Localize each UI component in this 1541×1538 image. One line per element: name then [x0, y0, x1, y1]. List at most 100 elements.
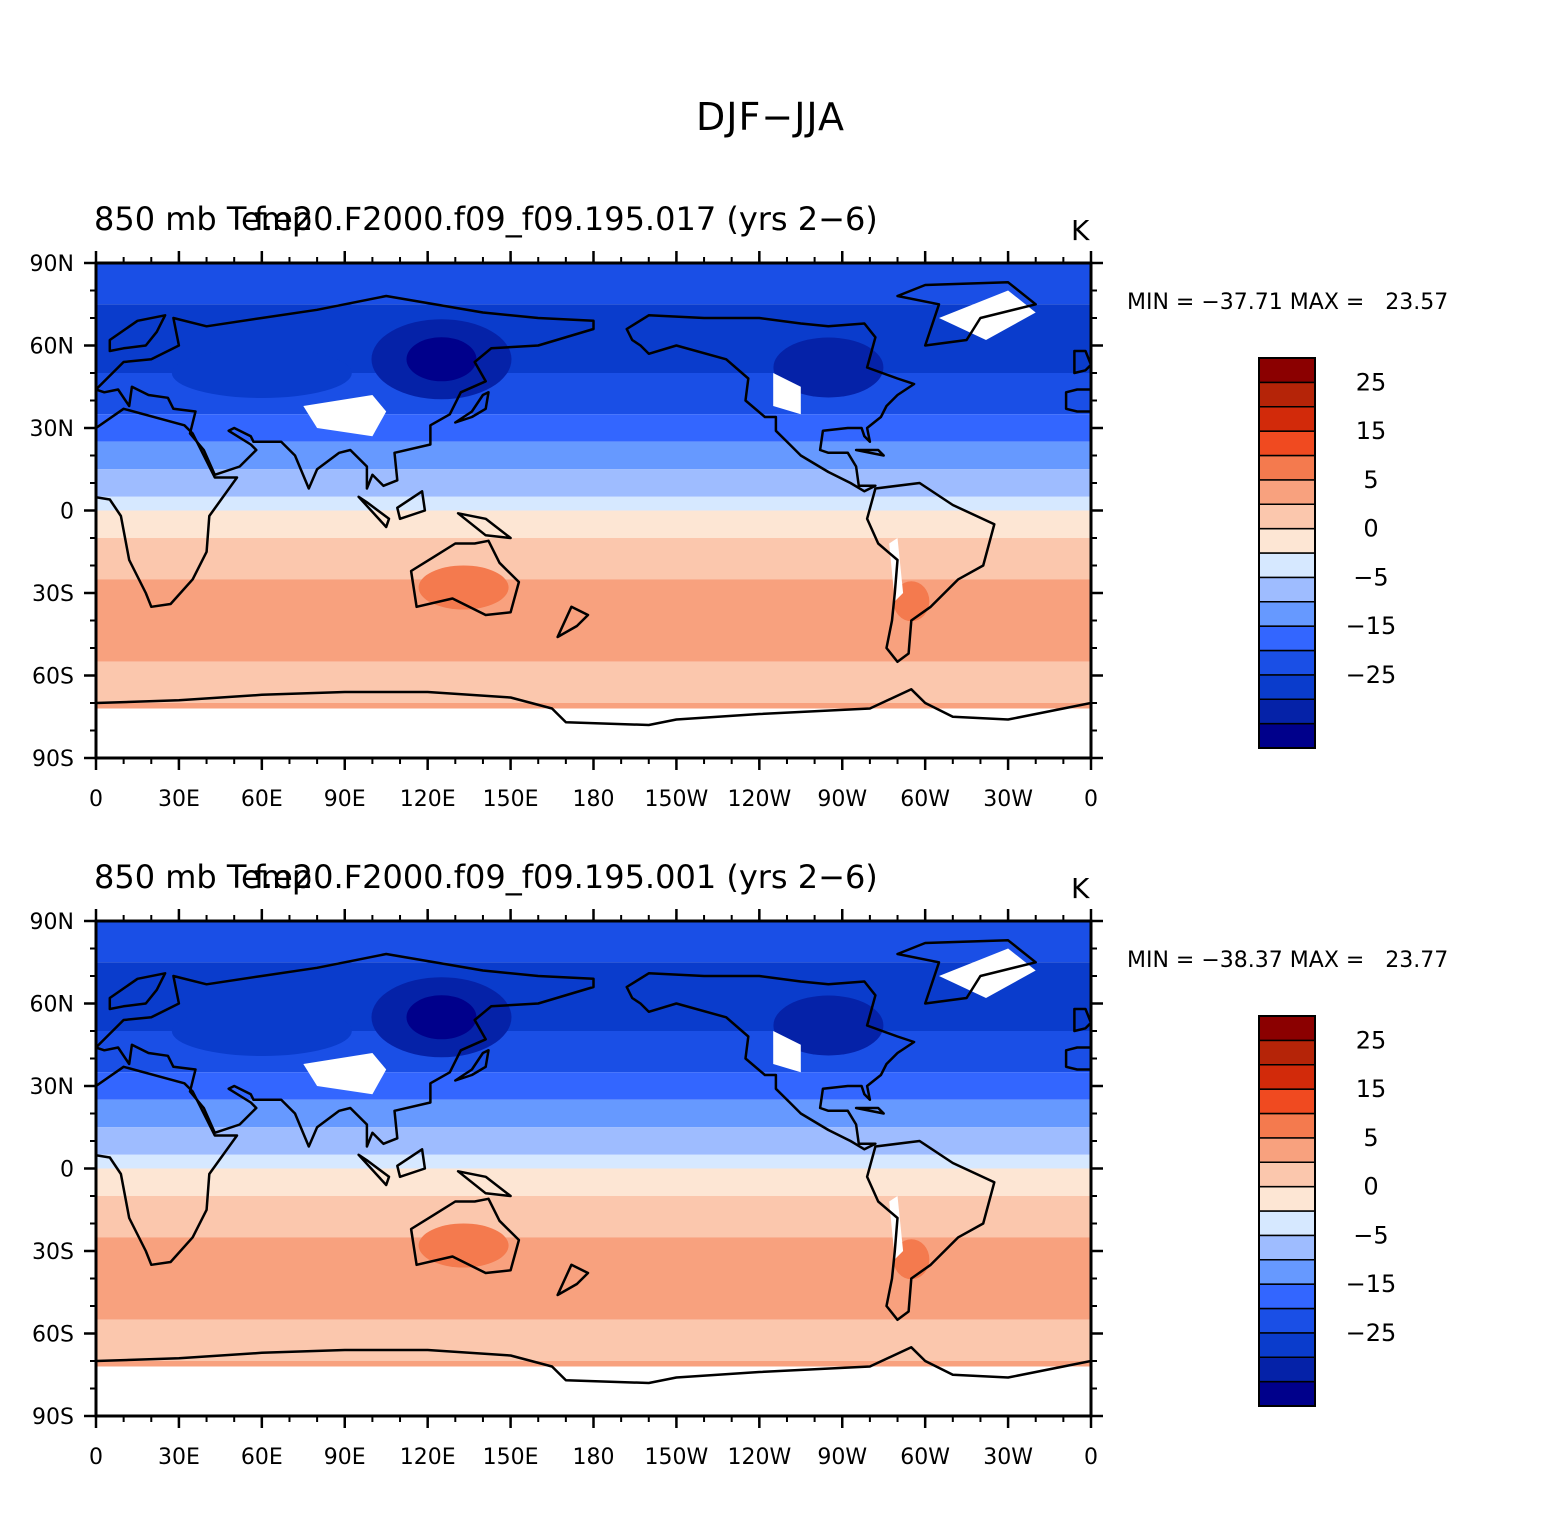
colorbar-label: −5: [1353, 563, 1388, 591]
lat-tick-label: 90S: [32, 1405, 74, 1430]
colorbar-swatch: [1258, 1088, 1316, 1115]
lon-tick-label: 120E: [400, 787, 456, 812]
coastline: [625, 972, 916, 1151]
lon-tick-label: 60E: [241, 1445, 283, 1470]
anomaly-band: [96, 414, 1091, 442]
colorbar-swatch: [1258, 527, 1316, 554]
unit-label: K: [1071, 872, 1090, 905]
lon-tick-label: 90E: [324, 1445, 366, 1470]
coastline: [865, 1139, 996, 1322]
anomaly-band: [96, 441, 1091, 470]
lat-tick-label: 60S: [32, 1323, 74, 1348]
coastline: [1064, 1046, 1091, 1071]
coastline: [896, 281, 1037, 347]
lon-tick-label: 90W: [817, 787, 867, 812]
colorbar-swatch: [1258, 552, 1316, 579]
anomaly-band: [96, 469, 1091, 497]
unit-label: K: [1071, 214, 1090, 247]
colorbar-swatch: [1258, 1283, 1316, 1310]
anomaly-band: [96, 496, 1091, 511]
lat-tick-label: 60S: [32, 665, 74, 690]
colorbar-label: −25: [1346, 1319, 1397, 1347]
lat-tick-label: 90N: [30, 252, 74, 277]
colorbar-swatch: [1258, 1015, 1316, 1042]
coastline: [96, 294, 595, 490]
coastline: [896, 939, 1037, 1005]
coastline: [454, 1049, 490, 1082]
min-max-readout: MIN = −38.37 MAX = 23.77: [1127, 948, 1448, 973]
coastline: [556, 1263, 590, 1297]
colorbar-label: 5: [1363, 466, 1378, 494]
lon-tick-label: 0: [1084, 787, 1098, 812]
colorbar-label: 0: [1363, 515, 1378, 543]
anomaly-band: [96, 921, 1091, 963]
anomaly-band: [96, 1168, 1091, 1196]
lat-tick-label: 30S: [32, 582, 74, 607]
map-plot: 90N 60N 30N 0 30S 60S 90S 0 30E 60E 90E 120E 150E 180…: [30, 909, 1397, 1470]
coastline: [357, 1153, 391, 1187]
colorbar-label: −25: [1346, 661, 1397, 689]
colorbar-label: −5: [1353, 1221, 1388, 1249]
coastline: [396, 1148, 427, 1179]
colorbar-label: 25: [1356, 1026, 1387, 1054]
anomaly-band: [96, 1319, 1091, 1361]
colorbar-swatch: [1258, 625, 1316, 652]
lon-tick-label: 180: [573, 1445, 615, 1470]
cold-core-america: [773, 995, 884, 1056]
cold-core-asia-inner: [406, 337, 477, 382]
lon-tick-label: 90W: [817, 1445, 867, 1470]
variable-label: 850 mb Temp: [94, 858, 313, 896]
colorbar-swatch: [1258, 1307, 1316, 1334]
colorbar-swatch: [1258, 1112, 1316, 1139]
anomaly-band: [96, 1099, 1091, 1128]
lon-tick-label: 30E: [158, 787, 200, 812]
coastline: [96, 407, 239, 609]
warm-core-australia: [418, 565, 509, 610]
colorbar-label: −15: [1346, 612, 1397, 640]
lon-tick-label: 120E: [400, 1445, 456, 1470]
colorbar-swatch: [1258, 698, 1316, 725]
anomaly-band: [96, 661, 1091, 703]
coastlines: [96, 281, 1091, 727]
coastline: [396, 490, 427, 521]
colorbar-swatch: [1258, 1380, 1316, 1407]
min-value: −38.37: [1201, 948, 1283, 973]
min-label: MIN =: [1127, 948, 1195, 973]
lon-tick-label: 120W: [727, 1445, 791, 1470]
min-max-readout: MIN = −37.71 MAX = 23.57: [1127, 290, 1448, 315]
map-field: [96, 263, 1091, 758]
anomaly-band: [96, 1237, 1091, 1320]
coastline: [456, 1170, 512, 1198]
lon-tick-label: 90E: [324, 787, 366, 812]
lon-tick-label: 180: [573, 787, 615, 812]
case-label: f.e20.F2000.f09_f09.195.001 (yrs 2−6): [254, 858, 878, 896]
max-value: 23.57: [1385, 290, 1449, 315]
colorbar-swatch: [1258, 1039, 1316, 1066]
colorbar-swatch: [1258, 1137, 1316, 1163]
colorbar-swatch: [1258, 674, 1316, 700]
anomaly-band: [96, 1072, 1091, 1100]
lon-tick-label: 150W: [645, 787, 709, 812]
lon-tick-label: 30W: [983, 787, 1033, 812]
coastline: [357, 495, 391, 529]
cold-region-eurasia: [171, 348, 352, 398]
lon-tick-label: 150E: [483, 1445, 539, 1470]
lat-tick-label: 30N: [30, 1075, 74, 1100]
cold-core-america: [773, 337, 884, 398]
anomaly-band: [96, 510, 1091, 538]
anomaly-band: [96, 1196, 1091, 1238]
colorbar-swatch: [1258, 649, 1316, 676]
colorbar-swatch: [1258, 1210, 1316, 1237]
coastline: [409, 539, 521, 617]
coastline: [409, 1197, 521, 1275]
cold-core-asia-inner: [406, 995, 477, 1040]
coastline: [625, 314, 916, 493]
lon-tick-label: 150W: [645, 1445, 709, 1470]
warm-core-australia: [418, 1223, 509, 1268]
missing-rockies: [773, 1031, 801, 1073]
coastline: [854, 448, 885, 457]
figure-title: DJF−JJA: [696, 95, 845, 139]
colorbar-swatch: [1258, 601, 1316, 627]
coastline: [96, 1346, 1091, 1385]
lat-tick-label: 30S: [32, 1240, 74, 1265]
